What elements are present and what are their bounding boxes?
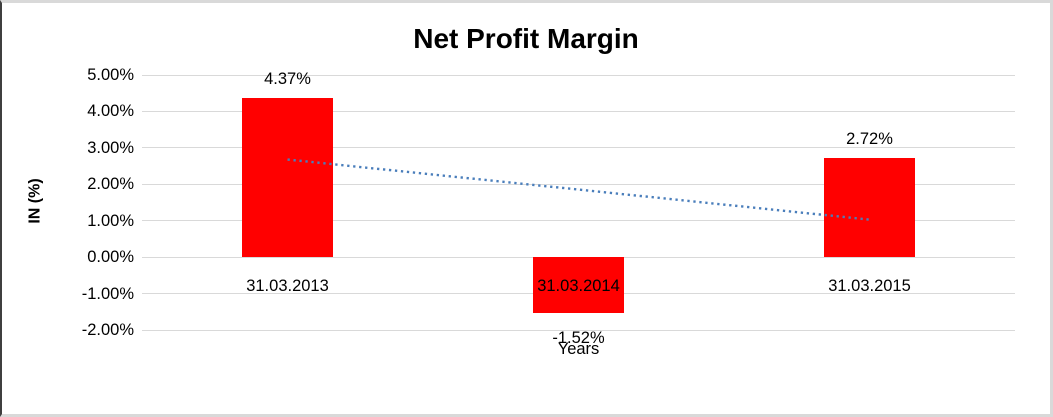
bar — [824, 158, 915, 258]
bar — [533, 257, 624, 313]
y-tick-label: 0.00% — [87, 248, 134, 267]
category-label: 31.03.2014 — [537, 277, 620, 296]
y-tick-label: 3.00% — [87, 138, 134, 157]
trendline-line — [287, 158, 870, 221]
y-tick-label: 1.00% — [87, 211, 134, 230]
gridline — [142, 147, 1015, 149]
chart-title: Net Profit Margin — [413, 23, 639, 54]
y-tick-label: 4.00% — [87, 102, 134, 121]
gridline — [142, 329, 1015, 331]
category-label: 31.03.2013 — [246, 277, 329, 296]
x-axis-title: Years — [557, 340, 600, 358]
data-label: 2.72% — [846, 130, 893, 149]
gridline — [142, 110, 1015, 112]
data-label: 4.37% — [264, 69, 311, 88]
category-label: 31.03.2015 — [828, 277, 911, 296]
gridline — [142, 74, 1015, 76]
y-tick-label: -2.00% — [81, 321, 134, 339]
data-label: -1.52% — [552, 328, 605, 347]
bar — [242, 97, 333, 258]
y-tick-label: 2.00% — [87, 175, 134, 194]
y-tick-label: 5.00% — [87, 66, 134, 84]
y-tick-label: -1.00% — [81, 284, 134, 303]
